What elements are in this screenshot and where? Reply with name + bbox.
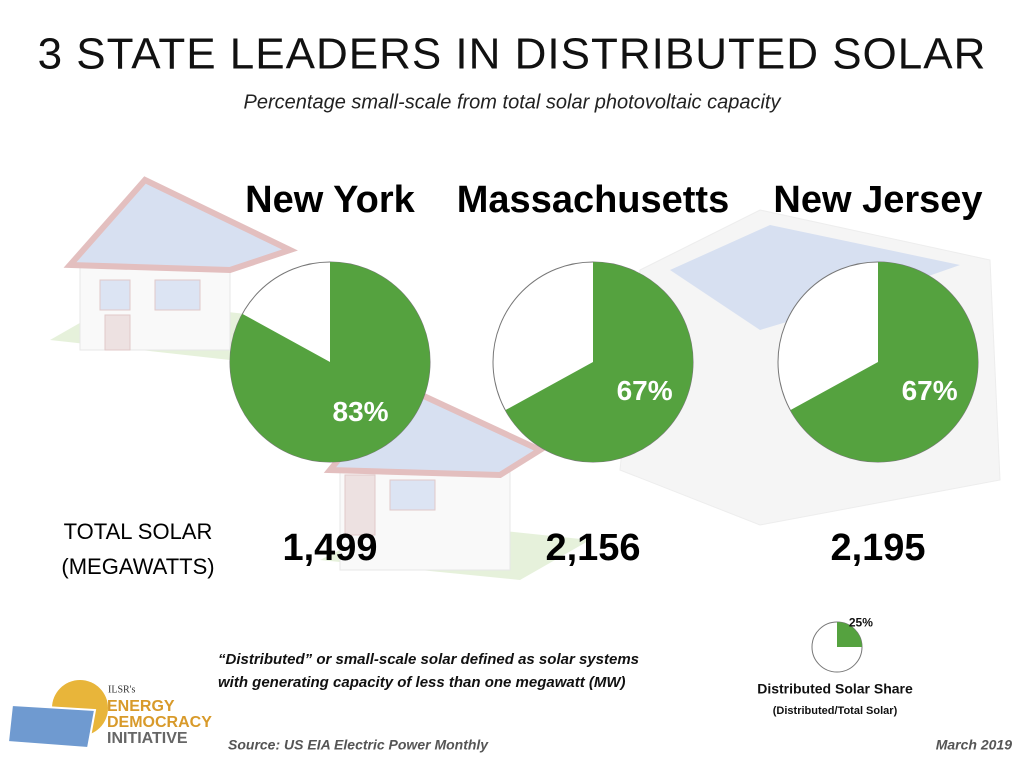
total-label: TOTAL SOLAR bbox=[64, 519, 213, 544]
pie-title: New Jersey bbox=[773, 179, 982, 221]
pie-slice bbox=[230, 262, 431, 462]
logo: ILSR's ENERGY DEMOCRACY INITIATIVE bbox=[6, 680, 212, 750]
logo-text: INITIATIVE bbox=[107, 730, 188, 747]
logo-text: ENERGY bbox=[107, 698, 175, 715]
legend-title: Distributed Solar Share bbox=[757, 681, 913, 697]
title: 3 STATE LEADERS IN DISTRIBUTED SOLAR bbox=[38, 30, 987, 79]
pie-slice bbox=[790, 262, 978, 462]
source: Source: US EIA Electric Power Monthly bbox=[228, 737, 489, 753]
total-solar: 2,156 bbox=[545, 527, 640, 569]
total-solar: 2,195 bbox=[830, 527, 925, 569]
pie-title: Massachusetts bbox=[457, 179, 729, 221]
pie-slice bbox=[505, 262, 694, 462]
value-label: 67% bbox=[617, 375, 673, 406]
legend-subtitle: (Distributed/Total Solar) bbox=[773, 705, 898, 717]
total-label: (MEGAWATTS) bbox=[61, 554, 214, 579]
total-solar: 1,499 bbox=[282, 527, 377, 569]
logo-text: ILSR's bbox=[108, 684, 135, 695]
pie-title: New York bbox=[245, 179, 416, 221]
footnote: with generating capacity of less than on… bbox=[218, 674, 626, 691]
value-label: 67% bbox=[902, 375, 958, 406]
footnote: “Distributed” or small-scale solar defin… bbox=[218, 651, 639, 668]
value-label: 83% bbox=[333, 396, 389, 427]
date: March 2019 bbox=[936, 737, 1012, 753]
logo-text: DEMOCRACY bbox=[107, 714, 212, 731]
pie-slice bbox=[837, 622, 862, 647]
value-label: 25% bbox=[849, 615, 873, 629]
subtitle: Percentage small-scale from total solar … bbox=[244, 91, 782, 113]
